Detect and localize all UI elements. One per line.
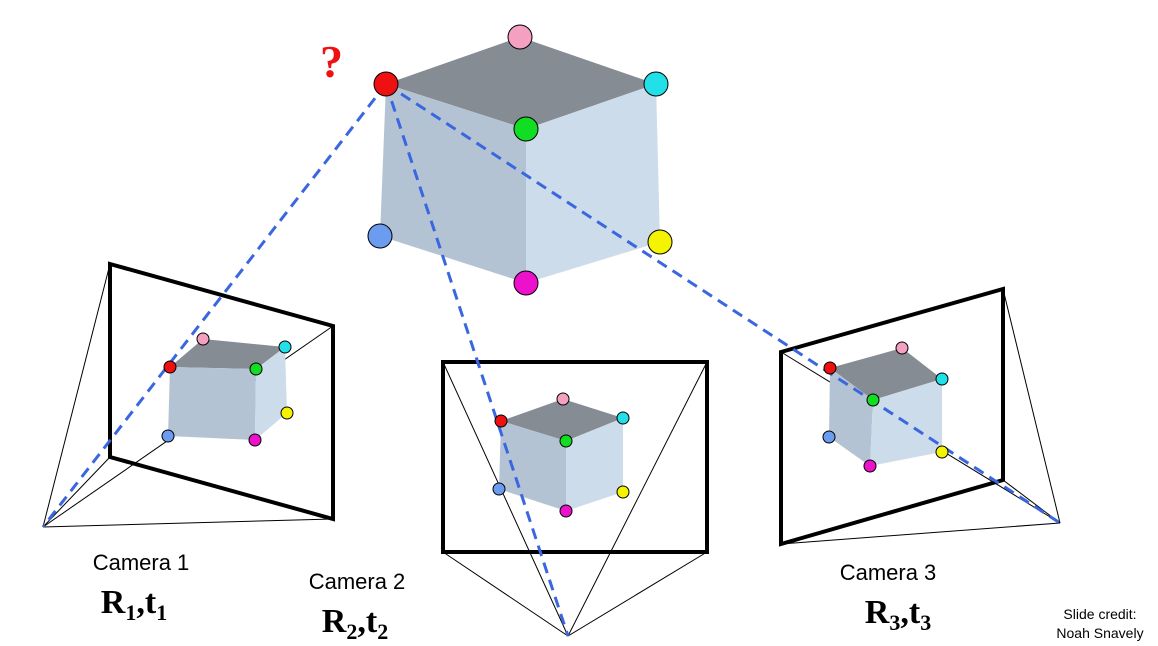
camera-1-image-cube bbox=[168, 339, 287, 440]
camera-1-t-index: 1 bbox=[156, 600, 167, 625]
main-cube-points bbox=[367, 24, 673, 296]
camera-2-image-cube bbox=[499, 399, 623, 511]
camera-1-image-points bbox=[161, 332, 294, 447]
cam1-point-pink bbox=[196, 332, 210, 346]
camera-1-cube-front-face bbox=[168, 367, 256, 440]
point-red bbox=[373, 71, 399, 97]
cam3-point-cyan bbox=[935, 372, 949, 386]
camera-2-cube-top-face bbox=[501, 399, 623, 441]
cam2-point-pink bbox=[556, 392, 570, 406]
camera-3-cube-top-face bbox=[830, 348, 942, 400]
point-pink bbox=[507, 24, 533, 50]
slide-credit: Slide credit: Noah Snavely bbox=[1056, 606, 1143, 641]
cam2-point-green bbox=[559, 434, 573, 448]
cam1-point-yellow bbox=[280, 406, 294, 420]
camera-2-caption: Camera 2 R2,t2 bbox=[309, 569, 406, 644]
cam3-point-magenta bbox=[863, 459, 877, 473]
cam3-point-pink bbox=[895, 341, 909, 355]
camera-1-cube-side-face bbox=[255, 347, 287, 440]
point-blue bbox=[367, 223, 393, 249]
ray-to-camera-2 bbox=[384, 83, 570, 637]
camera-2-frustum-line bbox=[567, 551, 708, 637]
camera-1-comma: , bbox=[136, 584, 145, 621]
cam2-point-cyan bbox=[616, 411, 630, 425]
camera-1-R: R bbox=[101, 584, 126, 621]
cam2-point-red bbox=[494, 414, 508, 428]
cam1-point-blue bbox=[161, 429, 175, 443]
camera-2-comma: , bbox=[357, 603, 366, 640]
camera-2-t-index: 2 bbox=[377, 619, 388, 644]
camera-2-frustum-line bbox=[567, 361, 708, 637]
camera-1-frustum-line bbox=[42, 518, 334, 528]
cam2-point-magenta bbox=[559, 504, 573, 518]
camera-3-t: t bbox=[909, 594, 921, 631]
camera-1-frustum-line bbox=[42, 263, 111, 528]
cam1-point-cyan bbox=[278, 340, 292, 354]
cam2-point-yellow bbox=[616, 485, 630, 499]
question-mark: ? bbox=[320, 36, 343, 87]
camera-3-image-plane bbox=[779, 286, 1005, 547]
camera-2-pose: R2,t2 bbox=[322, 603, 388, 644]
camera-3-comma: , bbox=[900, 594, 909, 631]
camera-1 bbox=[42, 261, 335, 528]
camera-2-image-plane bbox=[441, 360, 709, 554]
camera-2 bbox=[441, 360, 709, 637]
ray-to-camera-1 bbox=[41, 83, 388, 528]
point-green bbox=[513, 116, 539, 142]
camera-2-R: R bbox=[322, 603, 347, 640]
camera-1-cube-top-face bbox=[170, 339, 285, 369]
camera-3-image-cube bbox=[829, 348, 942, 466]
main-cube bbox=[380, 37, 660, 283]
camera-1-image-plane bbox=[108, 261, 335, 522]
camera-2-image-points bbox=[492, 392, 630, 518]
camera-1-pose: R1,t1 bbox=[101, 584, 167, 625]
camera-3-t-index: 3 bbox=[920, 610, 931, 635]
slide-credit-line-1: Slide credit: bbox=[1063, 606, 1136, 622]
camera-2-R-index: 2 bbox=[346, 619, 357, 644]
cam3-point-green bbox=[866, 393, 880, 407]
cam1-point-magenta bbox=[248, 433, 262, 447]
main-cube-top-face bbox=[386, 37, 656, 129]
camera-3-caption: Camera 3 R3,t3 bbox=[840, 560, 937, 635]
camera-2-label: Camera 2 bbox=[309, 569, 406, 594]
camera-3-R-index: 3 bbox=[889, 610, 900, 635]
camera-2-cube-front-face bbox=[499, 421, 566, 511]
camera-1-caption: Camera 1 R1,t1 bbox=[93, 550, 190, 625]
camera-1-t: t bbox=[145, 584, 157, 621]
cam1-point-red bbox=[163, 360, 177, 374]
camera-3-R: R bbox=[865, 594, 890, 631]
cam2-point-blue bbox=[492, 482, 506, 496]
camera-2-frustum-line bbox=[442, 361, 569, 637]
camera-2-cube-side-face bbox=[566, 418, 623, 511]
cam1-point-green bbox=[249, 362, 263, 376]
cam3-point-yellow bbox=[935, 445, 949, 459]
camera-1-label: Camera 1 bbox=[93, 550, 190, 575]
point-yellow bbox=[647, 229, 673, 255]
camera-1-R-index: 1 bbox=[125, 600, 136, 625]
camera-2-frustum-line bbox=[442, 551, 569, 637]
camera-1-frustum-line bbox=[42, 456, 111, 528]
point-cyan bbox=[643, 71, 669, 97]
camera-2-t: t bbox=[366, 603, 378, 640]
camera-3-pose: R3,t3 bbox=[865, 594, 931, 635]
camera-3-image-points bbox=[822, 341, 949, 473]
cam3-point-red bbox=[823, 361, 837, 375]
camera-3-label: Camera 3 bbox=[840, 560, 937, 585]
cam3-point-blue bbox=[822, 430, 836, 444]
main-cube-side-face bbox=[526, 84, 660, 283]
camera-3 bbox=[779, 286, 1061, 547]
slide-credit-line-2: Noah Snavely bbox=[1056, 625, 1143, 641]
main-cube-front-face bbox=[380, 84, 526, 283]
camera-3-frustum-line bbox=[780, 522, 1061, 545]
point-magenta bbox=[513, 270, 539, 296]
camera-3-frustum-line bbox=[1002, 288, 1061, 524]
